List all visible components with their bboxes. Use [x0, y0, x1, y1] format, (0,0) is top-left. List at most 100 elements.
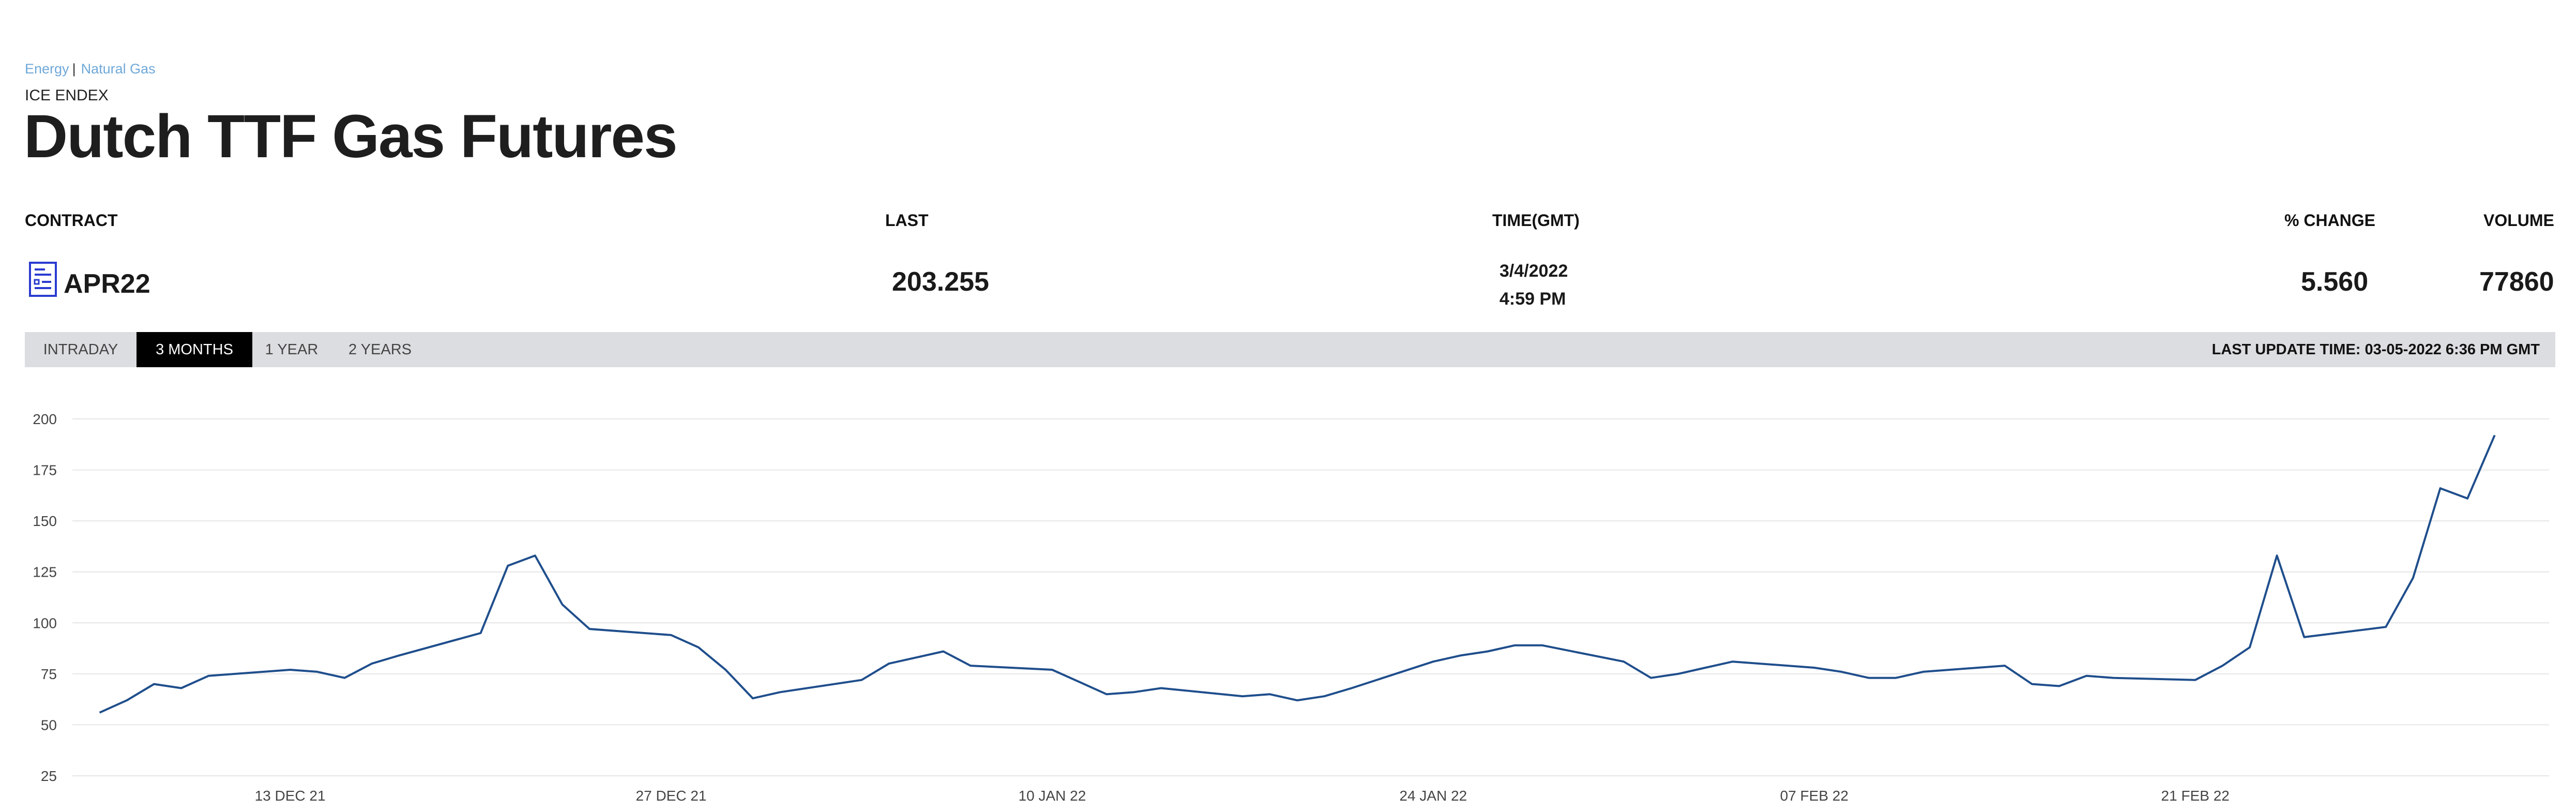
tab-intraday[interactable]: INTRADAY: [43, 341, 118, 358]
data-point: [2085, 674, 2088, 678]
time-column-header: TIME(GMT): [1492, 211, 1580, 230]
last-trade-date: 3/4/2022: [1499, 261, 1568, 281]
data-point: [2194, 679, 2197, 682]
y-tick-label: 25: [41, 768, 57, 784]
data-point: [1159, 686, 1162, 689]
data-point: [289, 668, 292, 671]
data-point: [2412, 577, 2415, 580]
breadcrumb-separator: |: [72, 61, 76, 77]
data-point: [1241, 695, 1244, 698]
x-tick-label: 24 JAN 22: [1399, 788, 1467, 804]
data-point: [1704, 666, 1707, 669]
y-tick-label: 175: [33, 462, 57, 478]
document-list-icon[interactable]: [28, 261, 57, 297]
data-point: [125, 699, 128, 702]
data-point: [2384, 625, 2387, 628]
data-point: [1895, 676, 1898, 680]
y-tick-label: 100: [33, 615, 57, 631]
last-trade-clock: 4:59 PM: [1499, 289, 1566, 309]
data-point: [2302, 636, 2306, 639]
x-tick-label: 10 JAN 22: [1019, 788, 1086, 804]
volume-column-header: VOLUME: [2483, 211, 2554, 230]
data-point: [2248, 646, 2251, 649]
data-point: [479, 631, 482, 635]
data-point: [1432, 660, 1435, 663]
breadcrumb: Energy | Natural Gas: [25, 61, 156, 77]
data-point: [398, 654, 401, 657]
data-point: [1540, 644, 1543, 647]
data-point: [1268, 693, 1271, 696]
y-tick-label: 75: [41, 666, 57, 682]
data-point: [860, 679, 863, 682]
contract-name[interactable]: APR22: [64, 269, 150, 299]
data-point: [1105, 693, 1108, 696]
data-point: [153, 683, 156, 686]
data-point: [915, 656, 918, 659]
data-point: [534, 554, 537, 557]
data-point: [1622, 660, 1625, 663]
last-price: 203.255: [892, 267, 989, 297]
data-point: [942, 650, 945, 653]
data-point: [2466, 497, 2469, 500]
breadcrumb-energy-link[interactable]: Energy: [25, 61, 69, 77]
y-tick-label: 200: [33, 411, 57, 427]
x-tick-label: 07 FEB 22: [1780, 788, 1848, 804]
contract-column-header: CONTRACT: [25, 211, 118, 230]
x-tick-label: 27 DEC 21: [636, 788, 707, 804]
y-tick-label: 125: [33, 564, 57, 580]
data-point: [1867, 676, 1870, 680]
data-point: [180, 686, 183, 689]
contract-cell: APR22: [28, 261, 150, 297]
data-point: [316, 670, 319, 673]
data-point: [1323, 695, 1326, 698]
percent-change-value: 5.560: [2301, 267, 2369, 297]
data-point: [1459, 654, 1462, 657]
data-point: [370, 662, 373, 665]
data-point: [1649, 676, 1653, 680]
exchange-label: ICE ENDEX: [25, 87, 109, 104]
data-point: [506, 564, 509, 567]
data-point: [751, 697, 754, 700]
data-point: [779, 690, 782, 694]
last-update-time: LAST UPDATE TIME: 03-05-2022 6:36 PM GMT: [2211, 341, 2540, 358]
data-point: [2031, 683, 2034, 686]
data-point: [2058, 685, 2061, 688]
data-point: [697, 646, 700, 649]
last-trade-time: 3/4/2022 4:59 PM: [1499, 257, 1568, 313]
data-point: [588, 627, 591, 630]
data-point: [1513, 644, 1517, 647]
data-point: [724, 668, 727, 671]
data-point: [887, 662, 890, 665]
data-point: [343, 676, 346, 680]
data-point: [1350, 686, 1353, 689]
x-tick-label: 21 FEB 22: [2161, 788, 2230, 804]
data-point: [1296, 699, 1299, 702]
price-history-chart[interactable]: 25 50 75 100 125 150 175 200 13 DEC 21 27 DEC 21 1…: [0, 372, 2576, 812]
volume-value: 77860: [2479, 267, 2554, 297]
data-point: [670, 634, 673, 637]
data-point: [2438, 487, 2442, 490]
tab-2-years[interactable]: 2 YEARS: [348, 341, 412, 358]
data-point: [1677, 672, 1680, 675]
data-point: [1813, 666, 1816, 669]
data-point: [1731, 660, 1734, 663]
page-title: Dutch TTF Gas Futures: [24, 102, 678, 171]
data-point: [2221, 664, 2224, 667]
timeframe-tab-bar: INTRADAY 3 MONTHS 1 YEAR 2 YEARS LAST UP…: [25, 332, 2555, 367]
last-column-header: LAST: [885, 211, 929, 230]
y-tick-label: 50: [41, 717, 57, 733]
tab-1-year[interactable]: 1 YEAR: [265, 341, 319, 358]
data-point: [2493, 434, 2496, 437]
x-tick-label: 13 DEC 21: [255, 788, 326, 804]
data-point: [1078, 681, 1081, 684]
data-point: [2003, 664, 2006, 667]
data-point: [560, 603, 564, 606]
data-point: [1486, 650, 1489, 653]
y-tick-label: 150: [33, 513, 57, 529]
data-point: [1921, 670, 1925, 673]
tab-3-months[interactable]: 3 MONTHS: [137, 332, 252, 367]
data-point: [1051, 668, 1054, 671]
breadcrumb-natural-gas-link[interactable]: Natural Gas: [81, 61, 156, 77]
data-point: [2276, 554, 2279, 557]
data-point: [1840, 670, 1843, 673]
